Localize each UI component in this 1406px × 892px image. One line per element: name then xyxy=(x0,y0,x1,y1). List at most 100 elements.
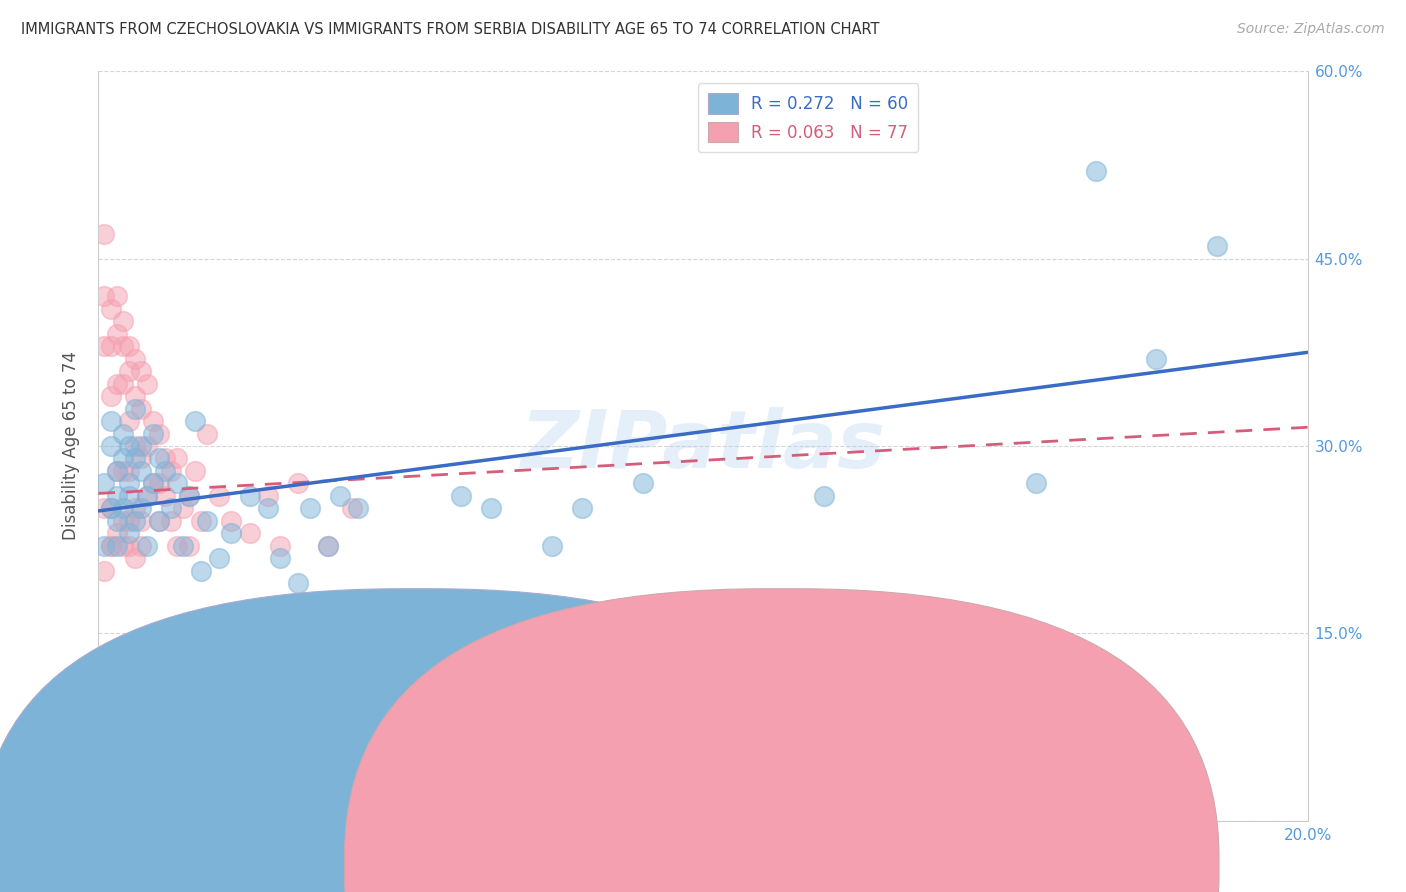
Point xyxy=(105,489,128,503)
Point xyxy=(129,401,152,416)
Point xyxy=(129,501,152,516)
Point xyxy=(100,501,122,516)
Point xyxy=(124,451,146,466)
Point xyxy=(184,464,207,478)
Point xyxy=(100,301,122,316)
Point xyxy=(93,564,115,578)
Point xyxy=(873,689,896,703)
Point xyxy=(221,526,243,541)
Point xyxy=(100,414,122,428)
Point xyxy=(316,539,339,553)
Point xyxy=(124,551,146,566)
Point xyxy=(124,401,146,416)
Point xyxy=(316,539,339,553)
Point xyxy=(142,426,165,441)
Point xyxy=(124,351,146,366)
Point xyxy=(269,551,291,566)
Point xyxy=(100,339,122,353)
Point xyxy=(100,389,122,403)
Point xyxy=(783,689,806,703)
Point xyxy=(256,501,278,516)
Point xyxy=(208,551,231,566)
Point xyxy=(105,464,128,478)
Point xyxy=(723,664,745,678)
Text: Immigrants from Czechoslovakia: Immigrants from Czechoslovakia xyxy=(381,856,631,871)
Point xyxy=(105,526,128,541)
Point xyxy=(100,539,122,553)
Point xyxy=(93,501,115,516)
Point xyxy=(153,489,176,503)
Text: Source: ZipAtlas.com: Source: ZipAtlas.com xyxy=(1237,22,1385,37)
Point xyxy=(129,539,152,553)
Point xyxy=(118,526,141,541)
Point xyxy=(135,489,157,503)
Point xyxy=(129,439,152,453)
Point xyxy=(111,451,134,466)
Point xyxy=(135,376,157,391)
Point xyxy=(148,426,170,441)
Point xyxy=(631,476,654,491)
Point xyxy=(153,464,176,478)
Point xyxy=(179,489,201,503)
Point xyxy=(93,227,115,241)
Point xyxy=(148,514,170,528)
Point xyxy=(111,514,134,528)
Point xyxy=(239,526,262,541)
Point xyxy=(160,514,183,528)
Point xyxy=(1144,351,1167,366)
Point xyxy=(118,364,141,378)
Point xyxy=(239,489,262,503)
Point xyxy=(420,664,443,678)
Y-axis label: Disability Age 65 to 74: Disability Age 65 to 74 xyxy=(62,351,80,541)
Text: ZIPatlas: ZIPatlas xyxy=(520,407,886,485)
Point xyxy=(256,489,278,503)
Point xyxy=(93,476,115,491)
Point xyxy=(450,676,472,690)
Point xyxy=(1085,164,1108,178)
Point xyxy=(142,476,165,491)
Legend: R = 0.272   N = 60, R = 0.063   N = 77: R = 0.272 N = 60, R = 0.063 N = 77 xyxy=(697,84,918,153)
Point xyxy=(111,539,134,553)
Point xyxy=(118,339,141,353)
Point xyxy=(118,514,141,528)
Point xyxy=(105,514,128,528)
Point xyxy=(111,314,134,328)
Point xyxy=(135,539,157,553)
Point xyxy=(129,464,152,478)
Point xyxy=(118,539,141,553)
Point xyxy=(118,464,141,478)
Point xyxy=(299,501,322,516)
Point xyxy=(148,476,170,491)
Point xyxy=(118,439,141,453)
Point xyxy=(124,501,146,516)
Point xyxy=(142,476,165,491)
Point xyxy=(111,339,134,353)
Point xyxy=(540,539,562,553)
Point xyxy=(105,539,128,553)
Point xyxy=(100,501,122,516)
Point xyxy=(190,564,212,578)
Point xyxy=(111,464,134,478)
Point xyxy=(481,651,503,665)
Point xyxy=(160,464,183,478)
Point xyxy=(148,514,170,528)
Point xyxy=(1206,239,1229,253)
Point xyxy=(195,514,218,528)
Point xyxy=(124,514,146,528)
Point xyxy=(195,426,218,441)
Point xyxy=(342,501,364,516)
Point xyxy=(93,539,115,553)
Point xyxy=(135,489,157,503)
Point xyxy=(347,501,370,516)
Point xyxy=(142,414,165,428)
Point xyxy=(934,664,956,678)
Point xyxy=(118,489,141,503)
Point xyxy=(153,451,176,466)
Point xyxy=(129,514,152,528)
Point xyxy=(190,514,212,528)
Point xyxy=(1024,476,1046,491)
Point xyxy=(105,289,128,303)
Point xyxy=(540,651,562,665)
Point xyxy=(269,539,291,553)
Point xyxy=(329,489,352,503)
